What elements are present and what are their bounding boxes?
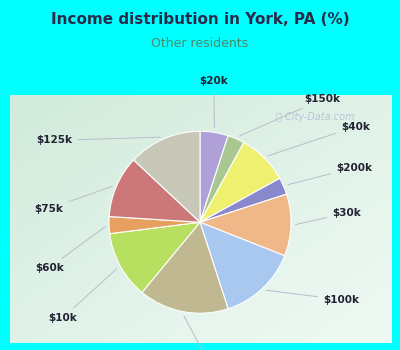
Text: $60k: $60k	[35, 227, 105, 273]
Wedge shape	[134, 131, 200, 222]
Text: Other residents: Other residents	[152, 37, 248, 50]
Text: $40k: $40k	[268, 122, 370, 156]
Text: $30k: $30k	[296, 208, 361, 225]
Text: $10k: $10k	[48, 269, 117, 323]
Wedge shape	[109, 217, 200, 234]
Text: $125k: $125k	[37, 135, 160, 145]
Wedge shape	[200, 222, 285, 309]
Wedge shape	[142, 222, 228, 313]
Text: Income distribution in York, PA (%): Income distribution in York, PA (%)	[51, 12, 349, 27]
Wedge shape	[200, 136, 244, 222]
Wedge shape	[200, 178, 286, 222]
Wedge shape	[200, 131, 228, 222]
Wedge shape	[110, 222, 200, 292]
Text: $200k: $200k	[288, 163, 372, 185]
Wedge shape	[200, 194, 291, 256]
Text: $20k: $20k	[199, 76, 228, 128]
Text: $75k: $75k	[35, 186, 112, 214]
Text: $150k: $150k	[240, 94, 341, 136]
Wedge shape	[109, 160, 200, 222]
Text: 🏙 City-Data.com: 🏙 City-Data.com	[276, 112, 355, 122]
Text: $50k: $50k	[184, 316, 224, 350]
Text: $100k: $100k	[266, 290, 359, 304]
Wedge shape	[200, 142, 280, 222]
